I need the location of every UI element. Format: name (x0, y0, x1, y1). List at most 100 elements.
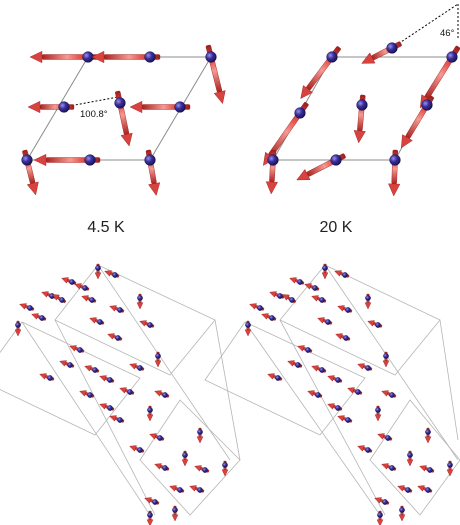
atom-sphere (375, 322, 381, 328)
atom-sphere (267, 154, 279, 166)
arrow-head (171, 514, 179, 522)
arrow-head (374, 497, 382, 504)
atom-sphere (137, 295, 143, 301)
spin-site (109, 305, 125, 313)
spin-site (337, 415, 353, 423)
atom-sphere (67, 362, 73, 368)
arrow-head (367, 320, 375, 327)
spin-site (374, 497, 390, 505)
atom-sphere (107, 405, 113, 411)
arrow-head (31, 313, 39, 320)
spin-site (377, 433, 393, 441)
spin-site (381, 390, 397, 398)
atom-sphere (297, 279, 303, 285)
spin-site (244, 320, 252, 337)
arrow-head (29, 50, 43, 64)
arrow-head (327, 375, 335, 382)
arrow-head (287, 360, 295, 367)
spin-site (304, 283, 320, 291)
arrow-head (52, 294, 60, 301)
arrow-head (249, 303, 257, 310)
atom-sphere (407, 452, 413, 458)
arrow-head (374, 414, 382, 422)
arrow-head (398, 514, 406, 522)
arrow-head (282, 294, 290, 301)
spin-arrow (205, 44, 226, 105)
arrow-head (139, 320, 147, 327)
arrow-head (149, 433, 157, 440)
atom-sphere (343, 335, 349, 341)
atom-sphere (257, 305, 263, 311)
atom-sphere (172, 507, 178, 513)
atom-sphere (95, 265, 101, 271)
arrow-head (26, 181, 39, 196)
atom-sphere (356, 99, 368, 111)
atom-sphere (147, 322, 153, 328)
spin-site (382, 351, 390, 368)
arrow-head (146, 414, 154, 422)
atom-sphere (177, 487, 183, 493)
atom-sphere (147, 407, 153, 413)
atom-sphere (69, 279, 75, 285)
arrow-head (296, 169, 311, 181)
arrow-head (189, 485, 197, 492)
arrow-head (419, 465, 427, 472)
arrow-head (109, 415, 117, 422)
atom-sphere (21, 154, 33, 166)
angle-label-4-5k: 100.8° (80, 109, 108, 120)
arrow-shaft (115, 90, 130, 135)
spin-site (282, 294, 297, 304)
atom-sphere (137, 365, 143, 371)
arrow-head (194, 465, 202, 472)
spin-site (52, 294, 67, 304)
spin-site (269, 291, 285, 299)
arrow-head (221, 469, 229, 477)
arrow-head (27, 100, 41, 114)
atom-sphere (157, 435, 163, 441)
spin-site (353, 94, 368, 144)
spin-site (27, 100, 75, 114)
spin-site (144, 497, 160, 505)
spin-site (263, 102, 309, 166)
spin-site (119, 387, 135, 395)
spin-site (171, 505, 179, 522)
temperature-label-4-5k: 4.5 K (87, 219, 125, 236)
atom-sphere (117, 417, 123, 423)
spin-group-20k (263, 41, 460, 197)
spin-site (99, 375, 115, 383)
spin-site (424, 427, 432, 444)
atom-sphere (269, 315, 275, 321)
spin-site (287, 360, 303, 368)
arrow-head (91, 50, 105, 64)
arrow-head (144, 497, 152, 504)
arrow-head (84, 365, 92, 372)
atom-sphere (112, 272, 118, 278)
arrow-head (94, 272, 102, 280)
atom-sphere (389, 392, 395, 398)
supercell-frame-4-5k (0, 264, 241, 516)
atom-sphere (82, 285, 88, 291)
spin-site (327, 375, 343, 383)
spin-arrow (296, 153, 346, 181)
spin-site (39, 373, 55, 381)
atom-sphere (84, 154, 96, 166)
arrow-head (39, 373, 47, 380)
atom-sphere (162, 465, 168, 471)
spin-site (146, 510, 154, 525)
spin-site (297, 345, 313, 353)
spin-site (388, 149, 401, 197)
arrow-head (334, 270, 342, 277)
arrow-head (364, 302, 372, 310)
atom-sphere (147, 512, 153, 518)
atom-sphere (389, 154, 401, 166)
spin-site (374, 405, 382, 422)
arrow-head (99, 403, 107, 410)
arrow-head (424, 436, 432, 444)
atom-sphere (405, 487, 411, 493)
atom-sphere (222, 462, 228, 468)
spin-site (81, 295, 97, 303)
spin-site (107, 333, 123, 341)
spin-site (335, 333, 351, 341)
supercell-spins-4-5k (14, 263, 229, 525)
